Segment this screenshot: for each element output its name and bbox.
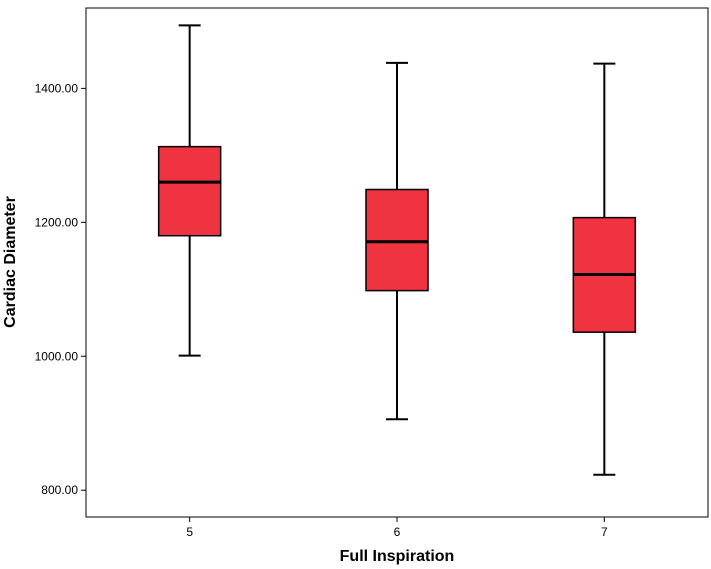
boxes bbox=[157, 24, 637, 476]
box-group-5 bbox=[157, 24, 222, 357]
y-tick-label: 1200.00 bbox=[35, 215, 79, 229]
x-axis: 5 6 7 bbox=[186, 517, 608, 539]
y-tick-label: 1400.00 bbox=[35, 81, 79, 95]
y-axis: 800.00 1000.00 1200.00 1400.00 bbox=[35, 81, 86, 497]
y-axis-title: Cardiac Diameter bbox=[2, 196, 19, 328]
box-group-7 bbox=[572, 62, 637, 476]
x-tick-label: 6 bbox=[394, 525, 401, 539]
x-tick-label: 7 bbox=[601, 525, 608, 539]
box-group-6 bbox=[365, 61, 429, 421]
x-axis-title: Full Inspiration bbox=[340, 548, 455, 565]
y-tick-label: 800.00 bbox=[41, 483, 78, 497]
box bbox=[157, 145, 222, 237]
x-tick-label: 5 bbox=[186, 525, 193, 539]
box bbox=[365, 188, 429, 292]
y-tick-label: 1000.00 bbox=[35, 349, 79, 363]
